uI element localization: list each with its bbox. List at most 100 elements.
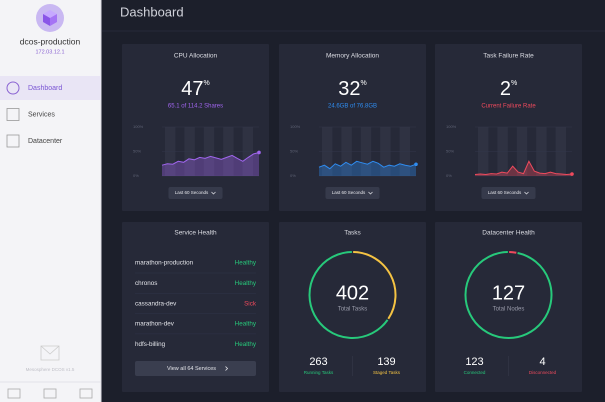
- big-unit: %: [511, 80, 517, 87]
- button-label: Last 60 Seconds: [332, 190, 366, 195]
- donut-total: 127: [492, 282, 525, 304]
- range-button[interactable]: Last 60 Seconds: [481, 187, 536, 199]
- footer-icon: [40, 345, 60, 361]
- line: [318, 160, 417, 170]
- donut-total: 402: [336, 282, 369, 304]
- nav-item[interactable]: Dashboard: [0, 76, 101, 100]
- donut-total-label: Total Nodes: [493, 307, 525, 313]
- big-value: 2%: [500, 78, 517, 100]
- last-point: [257, 150, 261, 155]
- service-row[interactable]: chronos Healthy: [135, 280, 257, 294]
- last-point: [570, 172, 574, 176]
- donut-segment: [353, 251, 397, 320]
- nav-active-bg: [0, 76, 101, 100]
- y-tick-label: 0%: [446, 173, 452, 178]
- y-tick-label: 0%: [290, 173, 296, 178]
- last-point: [414, 162, 418, 167]
- service-name: hdfs-billing: [135, 341, 166, 348]
- service-status: Healthy: [235, 341, 257, 348]
- logo-cube-right: [50, 14, 57, 26]
- line: [161, 152, 260, 166]
- big-value: 47%: [181, 78, 209, 100]
- area: [319, 161, 416, 176]
- button-bg: [135, 361, 256, 376]
- area: [162, 152, 259, 176]
- big-number: 32: [338, 78, 360, 100]
- card-title: CPU Allocation: [174, 53, 218, 60]
- button-label: Last 60 Seconds: [488, 190, 522, 195]
- donut-segment: [464, 251, 553, 339]
- segment-value: 139: [377, 356, 395, 368]
- card-subtitle: 65.1 of 114.2 Shares: [168, 104, 223, 110]
- service-name: marathon-production: [135, 260, 194, 267]
- nav-item[interactable]: Datacenter: [6, 134, 63, 148]
- view-all-button[interactable]: View all 64 Services: [135, 361, 256, 376]
- nav-icon: [6, 134, 20, 148]
- cluster-ip: 172.03.12.1: [35, 49, 64, 55]
- line: [474, 160, 573, 176]
- donut-total-label: Total Tasks: [338, 307, 368, 313]
- footer-button[interactable]: [7, 388, 21, 399]
- usage-card: CPU Allocation 47% 65.1 of 114.2 Shares 100…: [122, 44, 269, 211]
- segment-value: 4: [539, 356, 545, 368]
- service-status: Healthy: [235, 260, 257, 267]
- usage-card: Memory Allocation 32% 24.6GB of 76.8GB 100%…: [279, 44, 426, 211]
- nav-label: Datacenter: [28, 138, 63, 145]
- service-name: marathon-dev: [135, 321, 175, 328]
- segment-value: 263: [309, 356, 327, 368]
- big-unit: %: [361, 80, 367, 87]
- nav-label: Dashboard: [28, 85, 62, 92]
- button-bg: [481, 187, 536, 199]
- card-title: Tasks: [344, 230, 361, 237]
- y-tick-label: 50%: [290, 149, 298, 154]
- segment-label: Connected: [464, 370, 486, 375]
- card: [122, 222, 269, 392]
- card-title: Task Failure Rate: [483, 53, 534, 60]
- big-unit: %: [204, 80, 210, 87]
- footer-button[interactable]: [43, 388, 57, 399]
- card: [435, 222, 582, 392]
- button-label: View all 64 Services: [167, 366, 216, 372]
- usage-card: Task Failure Rate 2% Current Failure Rate 1…: [435, 44, 582, 211]
- service-row[interactable]: hdfs-billing Healthy: [135, 341, 257, 348]
- y-tick-label: 100%: [290, 124, 301, 129]
- service-status: Healthy: [235, 321, 257, 328]
- y-tick-label: 100%: [133, 124, 144, 129]
- nav-icon: [6, 108, 20, 121]
- donut-segment: [308, 251, 389, 339]
- card-title: Memory Allocation: [326, 53, 379, 60]
- cluster-name: dcos-production: [20, 36, 81, 46]
- y-tick-label: 0%: [133, 173, 139, 178]
- button-bg: [168, 187, 223, 199]
- range-button[interactable]: Last 60 Seconds: [325, 187, 380, 199]
- footer-button[interactable]: [79, 388, 93, 399]
- y-tick-label: 100%: [446, 124, 457, 129]
- big-value: 32%: [338, 78, 366, 100]
- card-title: Datacenter Health: [482, 230, 535, 237]
- chevron: [225, 366, 229, 371]
- segment-label: Disconnected: [529, 370, 557, 375]
- card-subtitle: Current Failure Rate: [481, 104, 536, 110]
- logo-cube-left: [43, 14, 50, 26]
- card-subtitle: 24.6GB of 76.8GB: [328, 104, 377, 110]
- range-button[interactable]: Last 60 Seconds: [168, 187, 223, 199]
- donut-segment: [509, 251, 517, 254]
- sidebar: [0, 0, 101, 402]
- y-tick-label: 50%: [133, 149, 141, 154]
- donut-card: Datacenter Health 123 Connected 4 Disconnect…: [435, 222, 582, 392]
- button-bg: [325, 187, 380, 199]
- segment-label: Staged Tasks: [373, 370, 401, 375]
- service-row[interactable]: marathon-dev Healthy: [135, 321, 257, 335]
- service-name: cassandra-dev: [135, 300, 177, 307]
- service-name: chronos: [135, 280, 157, 287]
- footer-version: Mesosphere DCOS v1.5: [26, 367, 75, 372]
- service-row[interactable]: cassandra-dev Sick: [135, 300, 257, 314]
- button-label: Last 60 Seconds: [175, 190, 209, 195]
- service-row[interactable]: marathon-production Healthy: [135, 260, 257, 274]
- chevron: [524, 191, 529, 195]
- chevron: [368, 191, 373, 195]
- nav-item[interactable]: Services: [6, 108, 55, 121]
- big-number: 2: [500, 78, 511, 100]
